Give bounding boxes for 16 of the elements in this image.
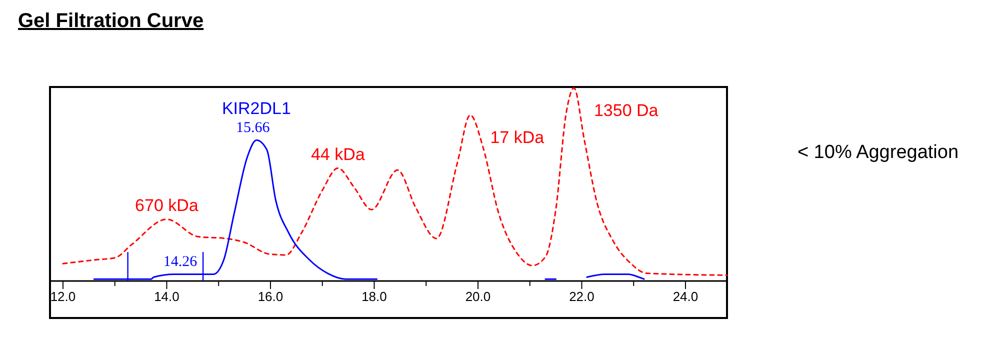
text: < 10% Aggregation — [797, 142, 959, 163]
chart-title: Gel Filtration Curve — [18, 10, 204, 32]
x-tick-label: 12.0 — [50, 289, 76, 304]
series-label: KIR2DL1 — [222, 99, 291, 118]
annotation: 15.66 — [236, 120, 270, 136]
annotation: 670 kDa — [135, 196, 199, 216]
annotation: 14.26 — [163, 254, 198, 270]
x-tick-label: 20.0 — [465, 289, 491, 304]
x-tick-label: 22.0 — [569, 289, 594, 304]
annotation: 17 kDa — [490, 128, 545, 148]
annotation: 44 kDa — [310, 145, 366, 164]
x-tick-label: 14.0 — [154, 289, 180, 304]
x-tick-label: 24.0 — [672, 289, 698, 304]
x-tick-label: 16.0 — [258, 289, 284, 304]
x-tick-label: 18.0 — [362, 289, 387, 304]
annotation: 1350 Da — [594, 101, 659, 120]
